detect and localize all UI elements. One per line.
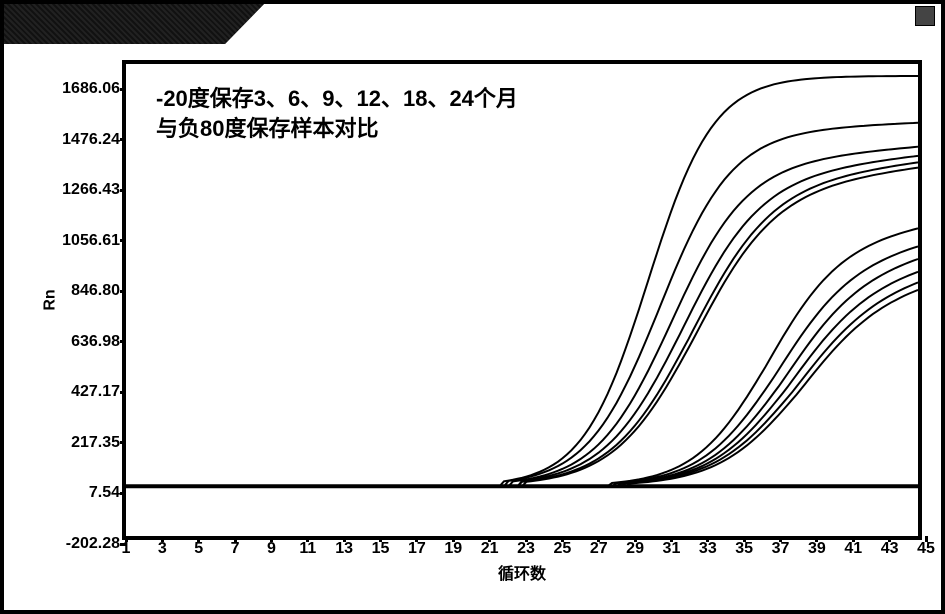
y-tick-label: 217.35 [71, 434, 126, 452]
y-tick-label: 1686.06 [62, 80, 126, 98]
x-tick-mark [306, 536, 309, 542]
y-tick-label: 1476.24 [62, 131, 126, 149]
amplification-curve [126, 156, 918, 486]
x-tick-mark [452, 536, 455, 542]
x-tick-mark [670, 536, 673, 542]
x-tick-mark [379, 536, 382, 542]
x-tick-mark [125, 536, 128, 542]
amplification-curve [126, 76, 918, 486]
amplification-curve [126, 123, 918, 487]
y-tick-mark [120, 441, 126, 444]
plot-area: -20度保存3、6、9、12、18、24个月 与负80度保存样本对比 Rn 循环… [122, 60, 922, 540]
x-tick-mark [634, 536, 637, 542]
x-tick-mark [743, 536, 746, 542]
x-tick-mark [197, 536, 200, 542]
y-tick-mark [120, 189, 126, 192]
amplification-curve [126, 162, 918, 486]
x-tick-mark [343, 536, 346, 542]
x-tick-mark [888, 536, 891, 542]
y-tick-mark [120, 138, 126, 141]
x-tick-mark [270, 536, 273, 542]
y-tick-mark [120, 88, 126, 91]
y-tick-mark [120, 391, 126, 394]
x-tick-mark [706, 536, 709, 542]
amplification-curve [126, 246, 918, 486]
x-tick-mark [852, 536, 855, 542]
x-tick-mark [525, 536, 528, 542]
x-tick-mark [815, 536, 818, 542]
y-tick-label: 1266.43 [62, 181, 126, 199]
y-tick-label: 427.17 [71, 383, 126, 401]
y-tick-label: -202.28 [66, 535, 126, 553]
title-bar [4, 4, 264, 44]
x-tick-mark [925, 536, 928, 542]
window-icon [915, 6, 935, 26]
amplification-curve [126, 272, 918, 486]
x-tick-mark [415, 536, 418, 542]
amplification-curve [126, 282, 918, 486]
y-tick-label: 846.80 [71, 282, 126, 300]
x-tick-mark [234, 536, 237, 542]
x-axis-label: 循环数 [498, 560, 546, 584]
curves-svg [126, 64, 918, 536]
window-frame: -20度保存3、6、9、12、18、24个月 与负80度保存样本对比 Rn 循环… [0, 0, 945, 614]
x-tick-mark [161, 536, 164, 542]
y-tick-mark [120, 239, 126, 242]
x-tick-mark [561, 536, 564, 542]
amplification-curve [126, 168, 918, 487]
y-tick-mark [120, 492, 126, 495]
y-axis-label: Rn [42, 289, 60, 310]
y-tick-mark [120, 340, 126, 343]
x-tick-mark [597, 536, 600, 542]
x-tick-mark [488, 536, 491, 542]
amplification-curve [126, 147, 918, 487]
title-bar-texture [4, 4, 264, 44]
y-tick-mark [120, 290, 126, 293]
y-tick-label: 1056.61 [62, 232, 126, 250]
amplification-curve [126, 290, 918, 486]
x-tick-mark [779, 536, 782, 542]
y-tick-label: 636.98 [71, 333, 126, 351]
chart-container: -20度保存3、6、9、12、18、24个月 与负80度保存样本对比 Rn 循环… [14, 48, 931, 600]
